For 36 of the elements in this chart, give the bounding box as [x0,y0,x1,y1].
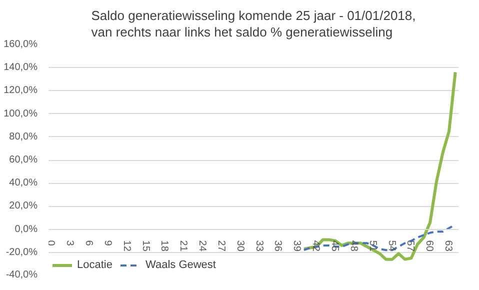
x-tick-label: 27 [215,240,226,252]
y-tick-label: 80,0% [9,131,38,142]
line-series [302,70,457,261]
legend-label: Waals Gewest [145,259,216,271]
y-tick-label: 100,0% [4,108,38,120]
y-tick-label: 40,0% [9,178,38,189]
x-tick-label: 3 [64,240,76,246]
x-tick-label: 18 [158,240,170,252]
x-tick-label: 54 [386,240,397,252]
x-tick-label: 6 [83,240,94,246]
x-tick-label: 51 [366,240,378,252]
x-tick-label: 48 [348,240,359,252]
x-tick-label: 15 [140,240,151,252]
x-tick-label: 36 [272,240,284,252]
x-tick-label: 9 [102,240,113,246]
x-tick-label: 33 [253,240,264,252]
y-tick-label: 0,0% [14,224,38,235]
y-tick-label: 160,0% [4,39,38,50]
y-tick-label: 120,0% [4,85,38,96]
y-tick-label: -40,0% [6,270,38,280]
x-tick-label: 39 [291,240,302,252]
x-tick-label: 30 [234,240,246,252]
legend-label: Locatie [77,259,112,271]
y-tick-label: 140,0% [4,62,38,74]
x-tick-label: 12 [120,240,132,252]
y-tick-label: 20,0% [9,200,38,212]
x-tick-label: 45 [329,240,340,252]
y-tick-label: 60,0% [9,154,38,166]
x-tick-label: 24 [196,240,208,252]
chart-title: Saldo generatiewisseling komende 25 jaar - 01/01/2018, van rechts naar links het saldo % generatiewisseling [91,8,416,40]
x-tick-label: 63 [442,240,454,252]
y-tick-label: -20,0% [6,246,38,258]
x-tick-label: 60 [424,240,435,252]
x-tick-label: 57 [404,240,416,252]
x-tick-label: 21 [178,240,189,252]
x-tick-label: 42 [310,240,322,252]
